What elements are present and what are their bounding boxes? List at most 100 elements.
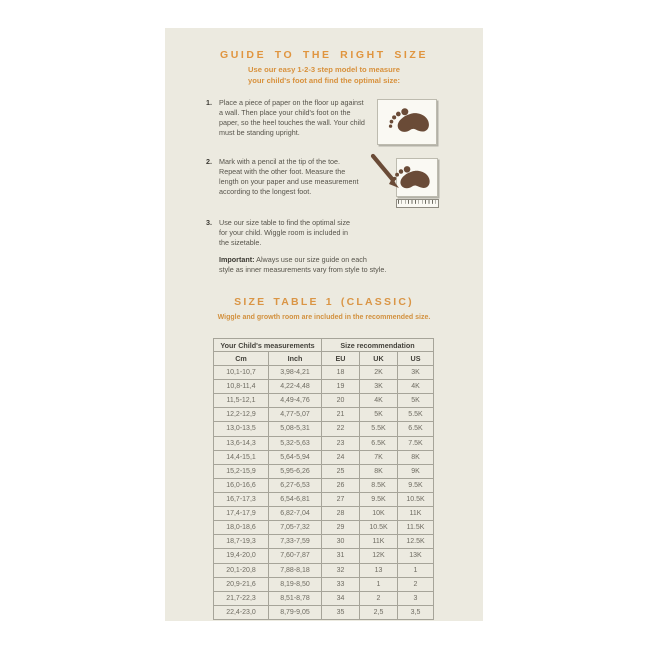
table-cell: 11,5-12,1 (213, 393, 269, 409)
table-cell: 8K (359, 463, 398, 479)
table-cell: 13K (396, 548, 435, 564)
size-table-caption: Wiggle and growth room are included in t… (217, 314, 431, 321)
table-cell: 7,88-8,18 (268, 562, 322, 578)
table-cell: 7,05-7,32 (268, 520, 322, 536)
column-header-inch: Inch (268, 351, 322, 366)
table-cell: 29 (321, 520, 360, 536)
table-cell: 7,33-7,59 (268, 534, 322, 550)
table-cell: 5,64-5,94 (268, 449, 322, 465)
table-cell: 4,22-4,48 (268, 379, 322, 395)
size-table-heading: SIZE TABLE 1 (CLASSIC) (234, 296, 414, 308)
table-cell: 23 (321, 435, 360, 451)
important-note: Important: Always use our size guide on … (219, 255, 389, 275)
table-cell: 20,1-20,8 (213, 562, 269, 578)
table-cell: 35 (321, 604, 360, 621)
table-cell: 31 (321, 548, 360, 564)
table-row: 18,7-19,3 7,33-7,59 30 11K 12.5K (213, 534, 435, 550)
table-cell: 24 (321, 449, 360, 465)
table-cell: 2 (396, 576, 435, 592)
table-cell: 21,7-22,3 (213, 590, 269, 606)
ruler-icon (396, 199, 439, 208)
table-row: 16,0-16,6 6,27-6,53 26 8.5K 9.5K (213, 477, 435, 493)
table-row: 10,8-11,4 4,22-4,48 19 3K 4K (213, 379, 435, 395)
table-cell: 10.5K (396, 491, 435, 508)
table-cell: 19,4-20,0 (213, 548, 269, 564)
step-item-2: 2. Mark with a pencil at the tip of the … (206, 157, 381, 197)
table-cell: 3,98-4,21 (268, 364, 322, 381)
column-header-us: US (396, 351, 435, 366)
table-cell: 4,49-4,76 (268, 393, 322, 409)
table-cell: 10,8-11,4 (213, 379, 269, 395)
group-header-measurements: Your Child's measurements (213, 338, 322, 352)
table-cell: 8,79-9,05 (268, 604, 322, 621)
table-cell: 20 (321, 393, 360, 409)
table-row: 13,0-13,5 5,08-5,31 22 5.5K 6.5K (213, 421, 435, 437)
table-group-header-row: Your Child's measurements Size recommend… (213, 338, 435, 352)
column-header-uk: UK (359, 351, 398, 366)
table-cell: 4K (359, 393, 398, 409)
table-cell: 33 (321, 576, 360, 592)
table-cell: 21 (321, 407, 360, 423)
table-cell: 12,2-12,9 (213, 407, 269, 423)
step-text: Use our size table to find the optimal s… (219, 218, 351, 247)
step-text: Mark with a pencil at the tip of the toe… (219, 157, 359, 196)
table-cell: 3K (396, 364, 435, 381)
table-row: 21,7-22,3 8,51-8,78 34 2 3 (213, 590, 435, 606)
table-cell: 3K (359, 379, 398, 395)
table-cell: 8K (396, 449, 435, 465)
table-cell: 2K (359, 364, 398, 381)
table-row: 11,5-12,1 4,49-4,76 20 4K 5K (213, 393, 435, 409)
table-cell: 9.5K (396, 477, 435, 493)
guide-subtitle: Use our easy 1-2-3 step model to measure… (248, 65, 400, 85)
table-cell: 13,6-14,3 (213, 435, 269, 451)
table-cell: 11K (359, 534, 398, 550)
table-cell: 34 (321, 590, 360, 606)
table-cell: 6,27-6,53 (268, 477, 322, 493)
table-cell: 32 (321, 562, 360, 578)
table-cell: 5K (359, 407, 398, 423)
table-cell: 7,60-7,87 (268, 548, 322, 564)
table-cell: 18 (321, 364, 360, 381)
table-cell: 18,7-19,3 (213, 534, 269, 550)
step2-illustration-box (392, 158, 438, 197)
table-cell: 22 (321, 421, 360, 437)
step-item-1: 1. Place a piece of paper on the floor u… (206, 98, 381, 138)
table-row: 10,1-10,7 3,98-4,21 18 2K 3K (213, 364, 435, 381)
important-text: Always use our size guide on each style … (219, 255, 387, 274)
table-cell: 6.5K (396, 421, 435, 437)
table-column-header-row: Cm Inch EU UK US (213, 351, 435, 366)
table-cell: 5,08-5,31 (268, 421, 322, 437)
table-row: 15,2-15,9 5,95-6,26 25 8K 9K (213, 463, 435, 479)
table-cell: 2 (359, 590, 398, 606)
table-cell: 7.5K (396, 435, 435, 451)
table-cell: 27 (321, 491, 360, 508)
table-row: 13,6-14,3 5,32-5,63 23 6.5K 7.5K (213, 435, 435, 451)
page-title: GUIDE TO THE RIGHT SIZE (219, 49, 429, 61)
table-cell: 6,82-7,04 (268, 506, 322, 522)
table-cell: 10,1-10,7 (213, 364, 269, 381)
step-number: 1. (206, 98, 212, 107)
footprint-icon (392, 166, 430, 189)
table-cell: 30 (321, 534, 360, 550)
table-cell: 1 (359, 576, 398, 592)
table-row: 19,4-20,0 7,60-7,87 31 12K 13K (213, 548, 435, 564)
table-cell: 1 (396, 562, 435, 578)
table-cell: 3 (396, 590, 435, 606)
table-cell: 16,0-16,6 (213, 477, 269, 493)
step-number: 3. (206, 218, 212, 227)
table-row: 20,9-21,6 8,19-8,50 33 1 2 (213, 576, 435, 592)
table-row: 16,7-17,3 6,54-6,81 27 9.5K 10.5K (213, 491, 435, 508)
table-cell: 12K (359, 548, 398, 564)
size-table-body: 10,1-10,7 3,98-4,21 18 2K 3K 10,8-11,4 4,22-4,… (213, 364, 435, 621)
step-text: Place a piece of paper on the floor up a… (219, 98, 365, 137)
group-header-recommendation: Size recommendation (320, 338, 435, 352)
table-cell: 10K (359, 506, 398, 522)
column-header-eu: EU (321, 351, 360, 366)
table-row: 14,4-15,1 5,64-5,94 24 7K 8K (213, 449, 435, 465)
step1-illustration-box (377, 99, 437, 145)
table-cell: 17,4-17,9 (213, 506, 269, 522)
table-cell: 7K (359, 449, 398, 465)
table-cell: 8,51-8,78 (268, 590, 322, 606)
table-cell: 5,32-5,63 (268, 435, 322, 451)
table-cell: 4K (396, 379, 435, 395)
